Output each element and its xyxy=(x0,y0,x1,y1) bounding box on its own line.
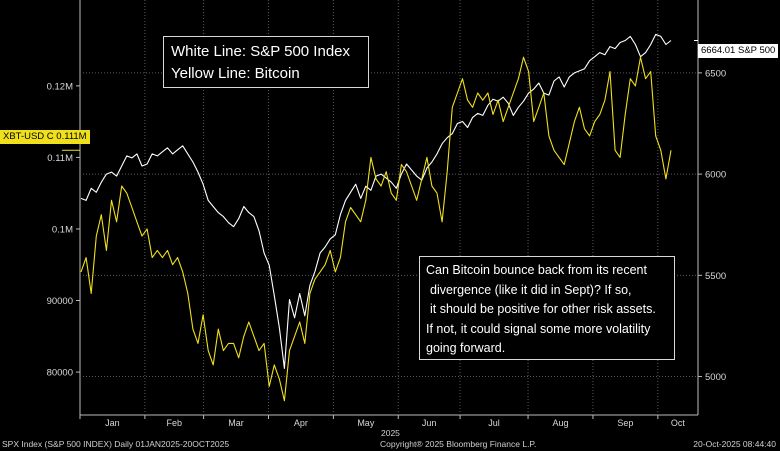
x-axis-month-label: Jun xyxy=(422,418,437,428)
legend-yellow-line: Yellow Line: Bitcoin xyxy=(171,65,300,82)
left-axis-tick-label: 0.12M xyxy=(47,81,73,92)
right-axis-tick-label: 6500 xyxy=(705,68,726,79)
sp500-price-tag: 6664.01 S&P 500 I xyxy=(698,44,778,58)
x-axis-month-label: Mar xyxy=(228,418,244,428)
x-axis-month-label: Apr xyxy=(294,418,308,428)
x-axis-month-label: May xyxy=(357,418,375,428)
bitcoin-series-line xyxy=(80,56,672,402)
x-axis-month-label: Jul xyxy=(488,418,500,428)
right-axis-tick-label: 5000 xyxy=(705,372,726,383)
right-axis-tick-label: 5500 xyxy=(705,271,726,282)
bitcoin-price-tag: XBT-USD C 0.111M xyxy=(0,130,90,144)
note-line-1: Can Bitcoin bounce back from its recent xyxy=(426,263,647,277)
x-axis-year-label: 2025 xyxy=(381,428,400,438)
footer-security-info: SPX Index (S&P 500 INDEX) Daily 01JAN202… xyxy=(2,439,230,449)
right-axis-tick-label: 6000 xyxy=(705,170,726,181)
x-axis-month-label: Aug xyxy=(552,418,568,428)
note-line-2: divergence (like it did in Sept)? If so, xyxy=(430,282,632,297)
footer-copyright: Copyright® 2025 Bloomberg Finance L.P. xyxy=(380,439,537,449)
left-axis-tick-label: 0.11M xyxy=(47,153,73,164)
x-axis-month-label: Oct xyxy=(671,418,686,428)
left-axis-tick-label: 80000 xyxy=(47,368,73,379)
sp500-series-line xyxy=(80,33,672,369)
note-line-5: going forward. xyxy=(426,341,506,355)
note-line-4: If not, it could signal some more volati… xyxy=(426,321,651,336)
left-axis-tick-label: 90000 xyxy=(47,296,73,307)
x-axis-month-label: Feb xyxy=(166,418,182,428)
annotation-note: Can Bitcoin bounce back from its recent … xyxy=(419,256,675,360)
footer-timestamp: 20-Oct-2025 08:44:40 xyxy=(693,439,776,449)
x-axis-month-label: Jan xyxy=(105,418,120,428)
legend-box: White Line: S&P 500 Index Yellow Line: B… xyxy=(163,36,369,88)
left-axis-tick-label: 0.1M xyxy=(52,224,73,235)
note-line-3: it should be positive for other risk ass… xyxy=(430,302,656,316)
x-axis-month-label: Sep xyxy=(617,418,633,428)
legend-white-line: White Line: S&P 500 Index xyxy=(171,43,351,60)
